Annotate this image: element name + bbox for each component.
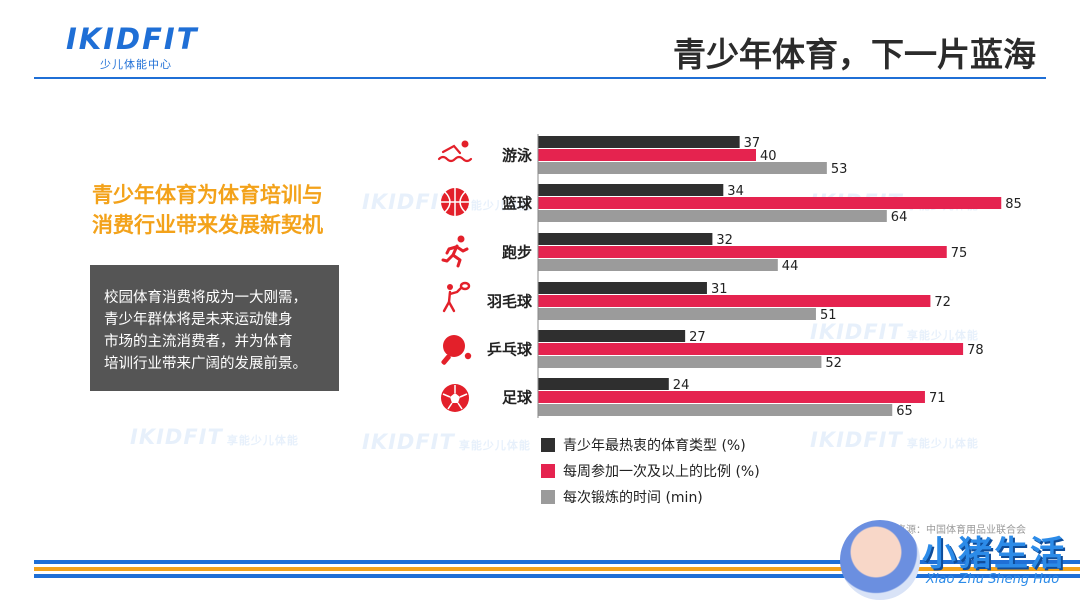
- bar: [538, 162, 827, 174]
- header-divider: [34, 77, 1046, 79]
- bar: [538, 259, 778, 271]
- data-label: 75: [951, 246, 968, 261]
- legend-swatch: [541, 464, 555, 478]
- data-label: 51: [820, 308, 837, 323]
- data-label: 27: [689, 330, 706, 345]
- data-label: 24: [673, 378, 690, 393]
- swimming-icon: [437, 140, 473, 163]
- bar: [538, 282, 707, 294]
- legend-item: 青少年最热衷的体育类型 (%): [541, 432, 760, 458]
- legend-swatch: [541, 438, 555, 452]
- legend-label: 每周参加一次及以上的比例 (%): [563, 464, 760, 480]
- bar: [538, 378, 669, 390]
- logo-text: IKIDFIT: [66, 22, 199, 56]
- bar: [538, 233, 713, 245]
- bar: [538, 149, 756, 161]
- soccer-ball-icon: [441, 384, 469, 412]
- data-label: 52: [825, 356, 842, 371]
- category-label: 篮球: [501, 195, 533, 213]
- data-label: 72: [934, 295, 951, 310]
- footer-band: [34, 560, 1080, 564]
- footer-band: [34, 574, 1080, 578]
- data-label: 44: [782, 259, 799, 274]
- bar: [538, 330, 686, 342]
- data-label: 64: [891, 210, 908, 225]
- bar: [538, 391, 925, 403]
- legend-label: 青少年最热衷的体育类型 (%): [563, 438, 746, 454]
- description-line: 青少年群体将是未来运动健身: [104, 312, 293, 328]
- brand-name: 小猪生活: [922, 534, 1066, 574]
- legend-item: 每周参加一次及以上的比例 (%): [541, 458, 760, 484]
- data-label: 37: [744, 136, 761, 151]
- bar: [538, 136, 740, 148]
- data-label: 32: [716, 233, 733, 248]
- category-label: 羽毛球: [487, 293, 533, 311]
- brand-badge: 小猪生活 Xiao Zhu Sheng Huo: [838, 520, 1080, 606]
- ping-pong-icon: [441, 335, 472, 365]
- bar: [538, 308, 816, 320]
- section-subtitle: 青少年体育为体育培训与 消费行业带来发展新契机: [92, 180, 347, 240]
- legend-label: 每次锻炼的时间 (min): [563, 490, 703, 506]
- data-label: 78: [967, 343, 984, 358]
- data-label: 34: [727, 184, 744, 199]
- category-label: 游泳: [502, 147, 533, 165]
- bar: [538, 246, 947, 258]
- description-line: 市场的主流消费者，并为体育: [104, 334, 293, 350]
- data-label: 71: [929, 391, 946, 406]
- data-label: 53: [831, 162, 848, 177]
- bar: [538, 295, 931, 307]
- description-line: 培训行业带来广阔的发展前景。: [104, 356, 307, 372]
- data-label: 65: [896, 404, 913, 419]
- bar: [538, 404, 893, 416]
- brand-pinyin: Xiao Zhu Sheng Huo: [926, 572, 1060, 587]
- running-icon: [441, 235, 469, 268]
- category-label: 乒乓球: [487, 341, 533, 359]
- legend-swatch: [541, 490, 555, 504]
- description-line: 校园体育消费将成为一大刚需，: [104, 290, 307, 306]
- data-label: 85: [1005, 197, 1022, 212]
- basketball-icon: [441, 188, 469, 216]
- bar: [538, 184, 724, 196]
- bar: [538, 210, 887, 222]
- bar: [538, 197, 1002, 209]
- logo: IKIDFIT 少儿体能中心: [66, 24, 199, 72]
- data-label: 40: [760, 149, 777, 164]
- logo-subtitle: 少儿体能中心: [100, 58, 172, 71]
- category-label: 足球: [502, 389, 533, 407]
- legend-item: 每次锻炼的时间 (min): [541, 484, 760, 510]
- chart-legend: 青少年最热衷的体育类型 (%) 每周参加一次及以上的比例 (%) 每次锻炼的时间…: [541, 432, 760, 510]
- subtitle-line: 青少年体育为体育培训与: [92, 183, 323, 207]
- bar: [538, 343, 964, 355]
- data-label: 31: [711, 282, 728, 297]
- brand-mascot-icon: [840, 520, 920, 600]
- subtitle-line: 消费行业带来发展新契机: [92, 213, 323, 237]
- description-box: 校园体育消费将成为一大刚需， 青少年群体将是未来运动健身 市场的主流消费者，并为…: [90, 265, 339, 391]
- page-title: 青少年体育，下一片蓝海: [673, 35, 1036, 74]
- footer-band: [34, 567, 1080, 571]
- bar: [538, 356, 822, 368]
- badminton-icon: [442, 281, 471, 313]
- data-source: 数据来源：中国体育用品业联合会: [876, 525, 1026, 536]
- category-label: 跑步: [502, 244, 532, 262]
